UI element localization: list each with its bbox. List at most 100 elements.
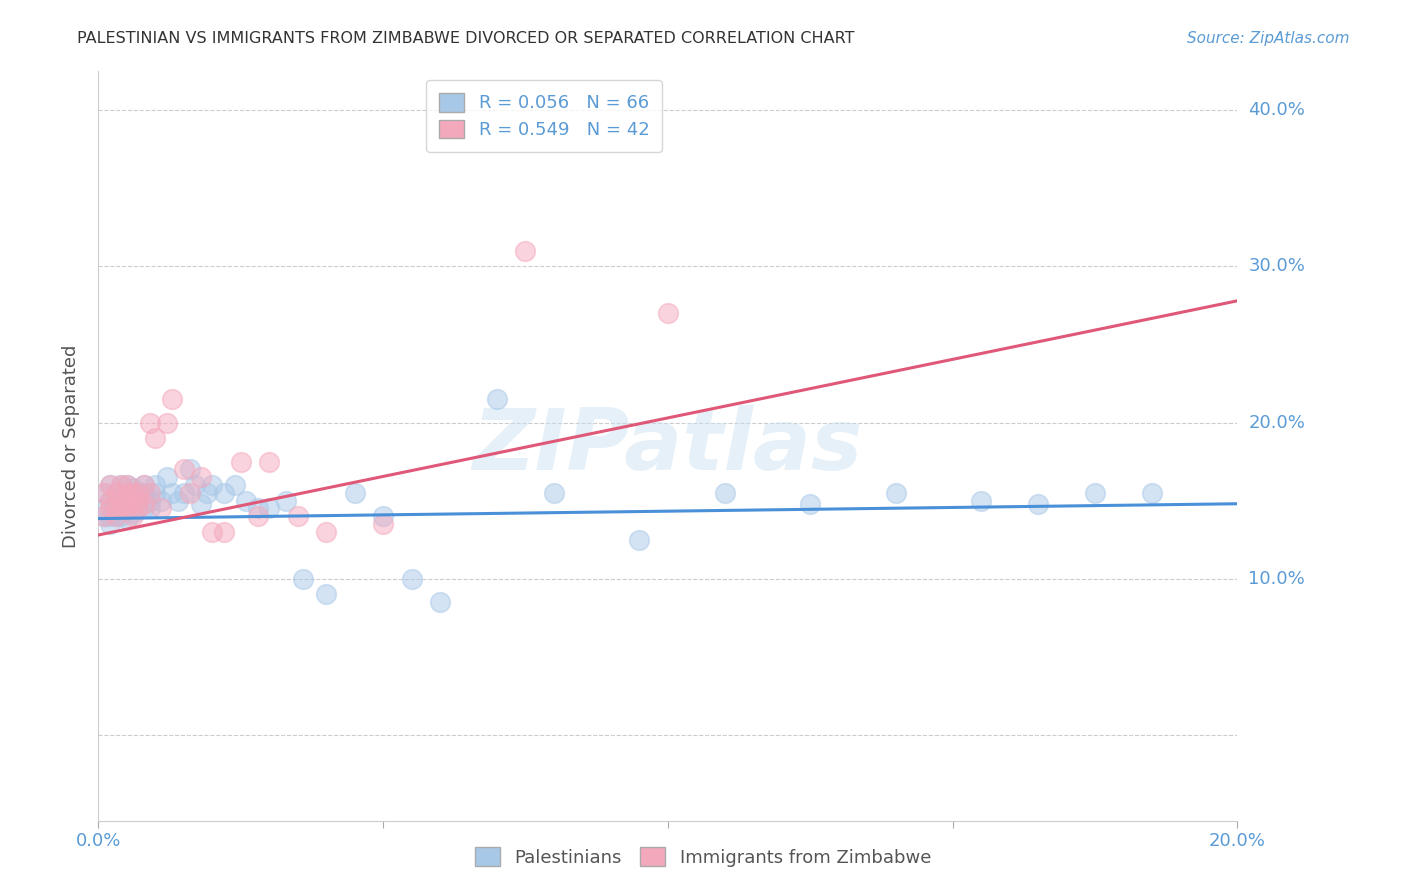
Point xyxy=(127,485,149,500)
Point xyxy=(98,517,121,532)
Point xyxy=(373,509,395,524)
Point xyxy=(714,485,737,500)
Point xyxy=(179,485,201,500)
Point xyxy=(150,501,173,516)
Point xyxy=(98,493,121,508)
Point xyxy=(115,501,138,516)
Point xyxy=(201,524,224,539)
Point xyxy=(132,485,155,500)
Point xyxy=(98,478,121,492)
Text: PALESTINIAN VS IMMIGRANTS FROM ZIMBABWE DIVORCED OR SEPARATED CORRELATION CHART: PALESTINIAN VS IMMIGRANTS FROM ZIMBABWE … xyxy=(77,31,855,46)
Point xyxy=(127,493,149,508)
Point xyxy=(110,478,132,492)
Point xyxy=(93,485,115,500)
Point xyxy=(167,493,190,508)
Point xyxy=(115,493,138,508)
Point xyxy=(292,572,315,586)
Point xyxy=(110,509,132,524)
Point xyxy=(145,478,167,492)
Point xyxy=(543,485,565,500)
Point xyxy=(93,509,115,524)
Text: 20.0%: 20.0% xyxy=(1249,414,1305,432)
Point xyxy=(190,497,212,511)
Point xyxy=(799,497,821,511)
Point xyxy=(115,485,138,500)
Legend: R = 0.056   N = 66, R = 0.549   N = 42: R = 0.056 N = 66, R = 0.549 N = 42 xyxy=(426,80,662,152)
Point xyxy=(515,244,537,258)
Text: ZIPatlas: ZIPatlas xyxy=(472,404,863,488)
Point xyxy=(287,509,309,524)
Point xyxy=(127,501,149,516)
Point xyxy=(156,470,179,484)
Point xyxy=(229,455,252,469)
Point xyxy=(110,501,132,516)
Point xyxy=(343,485,366,500)
Point xyxy=(121,506,143,520)
Point xyxy=(104,501,127,516)
Point xyxy=(162,392,184,407)
Point xyxy=(93,501,115,516)
Point xyxy=(115,478,138,492)
Point xyxy=(373,517,395,532)
Point xyxy=(315,587,337,601)
Point xyxy=(115,501,138,516)
Point xyxy=(115,478,138,492)
Point xyxy=(224,478,246,492)
Point xyxy=(138,493,160,508)
Point xyxy=(195,485,218,500)
Point xyxy=(98,493,121,508)
Point xyxy=(173,485,195,500)
Point xyxy=(110,501,132,516)
Point xyxy=(132,501,155,516)
Point xyxy=(212,524,235,539)
Point xyxy=(115,485,138,500)
Point xyxy=(127,485,149,500)
Point xyxy=(127,501,149,516)
Point xyxy=(162,485,184,500)
Text: 10.0%: 10.0% xyxy=(1249,570,1305,588)
Point xyxy=(884,485,907,500)
Point xyxy=(401,572,423,586)
Point xyxy=(93,485,115,500)
Point xyxy=(429,595,451,609)
Text: 30.0%: 30.0% xyxy=(1249,258,1305,276)
Point xyxy=(259,501,281,516)
Point xyxy=(127,493,149,508)
Point xyxy=(145,431,167,445)
Point xyxy=(259,455,281,469)
Point xyxy=(121,481,143,495)
Point xyxy=(132,497,155,511)
Point xyxy=(98,509,121,524)
Point xyxy=(1084,485,1107,500)
Point xyxy=(115,497,138,511)
Point xyxy=(121,485,143,500)
Point xyxy=(156,416,179,430)
Point xyxy=(315,524,337,539)
Point xyxy=(104,485,127,500)
Point xyxy=(110,478,132,492)
Point xyxy=(104,493,127,508)
Point xyxy=(115,512,138,526)
Point xyxy=(121,497,143,511)
Point xyxy=(970,493,993,508)
Y-axis label: Divorced or Separated: Divorced or Separated xyxy=(62,344,80,548)
Point xyxy=(212,485,235,500)
Point xyxy=(121,485,143,500)
Point xyxy=(93,509,115,524)
Point xyxy=(184,478,207,492)
Point xyxy=(173,462,195,476)
Point xyxy=(138,501,160,516)
Point xyxy=(138,416,160,430)
Point xyxy=(98,501,121,516)
Point xyxy=(121,509,143,524)
Point xyxy=(190,470,212,484)
Text: 40.0%: 40.0% xyxy=(1249,102,1305,120)
Point xyxy=(246,509,269,524)
Point xyxy=(104,509,127,524)
Point xyxy=(235,493,257,508)
Point xyxy=(486,392,509,407)
Point xyxy=(246,501,269,516)
Point xyxy=(132,478,155,492)
Point xyxy=(1026,497,1049,511)
Point xyxy=(132,478,155,492)
